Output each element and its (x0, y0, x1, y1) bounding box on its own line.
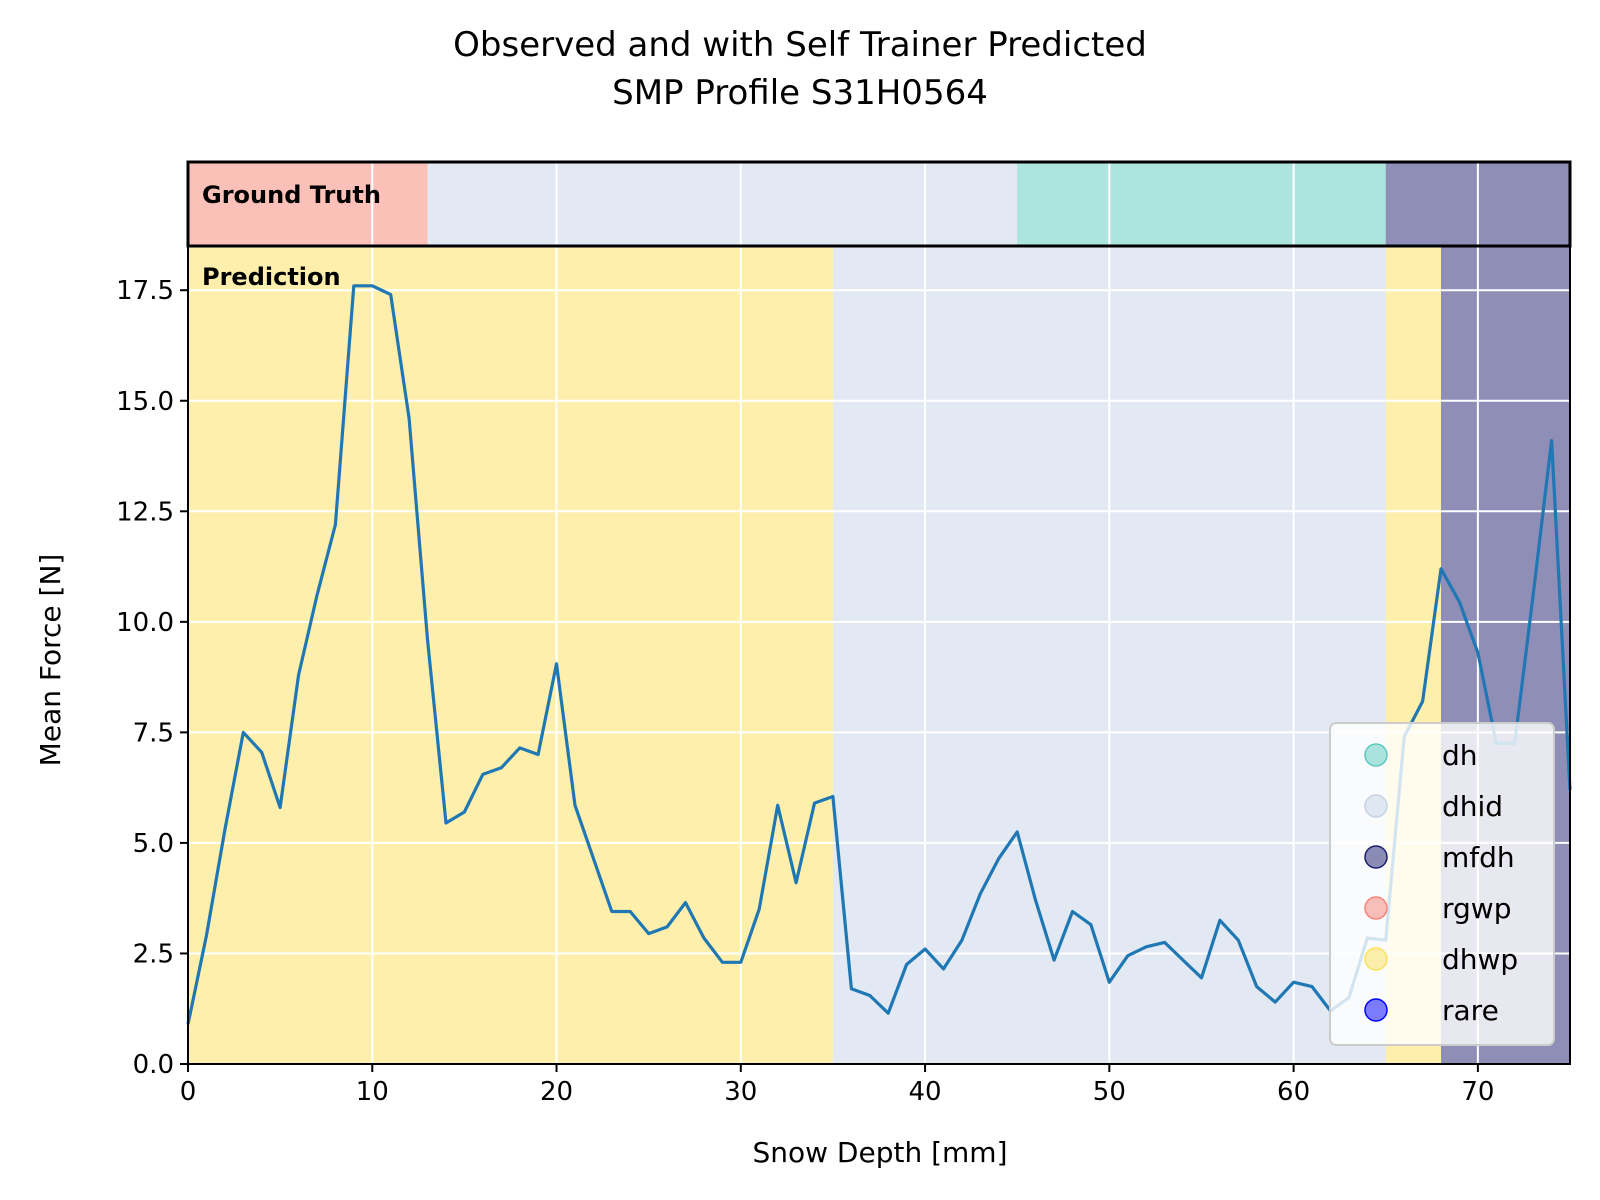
x-tick-label: 40 (909, 1077, 942, 1107)
legend-label-rare: rare (1442, 994, 1499, 1027)
y-tick-label: 2.5 (133, 939, 174, 969)
x-tick-label: 30 (724, 1077, 757, 1107)
chart-title-line-2: SMP Profile S31H0564 (612, 73, 988, 113)
ground-truth-segment-rgwp (188, 162, 428, 246)
y-tick-label: 17.5 (116, 276, 174, 306)
chart-title-line-1: Observed and with Self Trainer Predicted (453, 25, 1147, 65)
ground-truth-segment-dh (1017, 162, 1386, 246)
legend-marker-rare (1364, 998, 1388, 1022)
y-tick-label: 0.0 (133, 1050, 174, 1080)
y-tick-label: 10.0 (116, 608, 174, 638)
y-tick-label: 5.0 (133, 829, 174, 859)
tick-marks: 0 10 20 30 40 50 60 70 0.0 2.5 5.0 7.5 10.0 12.5 15.0 1… (116, 276, 1494, 1107)
legend-label-dhid: dhid (1442, 790, 1503, 823)
legend: dh dhid mfdh rgwp dhwp rare (1329, 722, 1555, 1046)
legend-label-dh: dh (1442, 739, 1478, 772)
x-tick-label: 70 (1461, 1077, 1494, 1107)
legend-marker-mfdh (1364, 845, 1388, 869)
prediction-segment-dhwp (188, 246, 833, 1064)
y-tick-label: 15.0 (116, 387, 174, 417)
x-axis-title: Snow Depth [mm] (752, 1136, 1007, 1169)
y-tick-label: 12.5 (116, 497, 174, 527)
legend-marker-rgwp (1364, 896, 1388, 920)
x-tick-label: 20 (540, 1077, 573, 1107)
x-tick-label: 10 (356, 1077, 389, 1107)
plot-frame (187, 245, 1571, 1065)
axes (186, 160, 1572, 1065)
y-axis-title: Mean Force [N] (34, 554, 67, 767)
x-tick-label: 0 (180, 1077, 197, 1107)
legend-marker-dh (1364, 743, 1388, 767)
x-tick-label: 60 (1277, 1077, 1310, 1107)
legend-marker-dhid (1364, 794, 1388, 818)
ground-truth-segment-dhid (427, 162, 1018, 246)
prediction-label: Prediction (202, 263, 341, 291)
legend-label-mfdh: mfdh (1442, 841, 1515, 874)
y-tick-label: 7.5 (133, 718, 174, 748)
legend-label-rgwp: rgwp (1442, 892, 1511, 925)
ground-truth-label: Ground Truth (202, 181, 381, 209)
legend-marker-dhwp (1364, 947, 1388, 971)
x-tick-label: 50 (1093, 1077, 1126, 1107)
legend-label-dhwp: dhwp (1442, 943, 1518, 976)
ground-truth-strip (188, 162, 1570, 246)
